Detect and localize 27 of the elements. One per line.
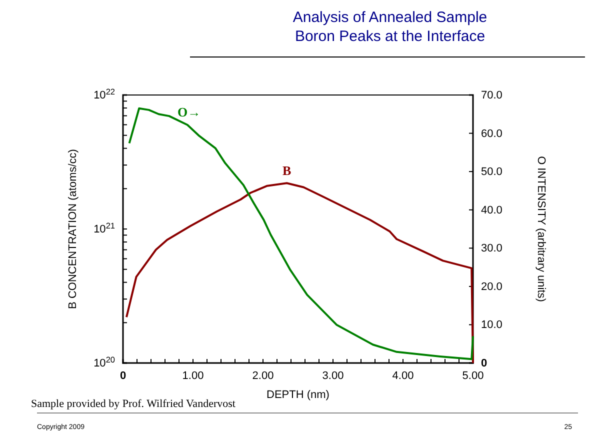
x-tick-label: 5.00 (462, 370, 484, 382)
y-tick-label: 10$^{22}$ (94, 87, 116, 102)
y2-tick-label: 60.0 (481, 128, 502, 140)
y-tick-label: 10$^{20}$ (94, 355, 116, 370)
x-tick-label: 3.00 (322, 370, 344, 382)
x-tick-label: 1.00 (182, 370, 204, 382)
y2-tick-label: 70.0 (481, 90, 502, 102)
y-axis-title: B CONCENTRATION (atoms/cc) (67, 149, 79, 309)
chart-subtitle: Boron Peaks at the Interface (294, 28, 486, 45)
y2-tick-label: 10.0 (481, 319, 502, 332)
line-series (128, 107, 474, 360)
y2-tick-label: 0 (481, 358, 488, 370)
y2-tick-label: 30.0 (481, 242, 502, 255)
x-tick-label: 2.00 (252, 370, 274, 382)
text: Sample provided by Prof. Wilfried Vandervost (31, 398, 236, 410)
series-label: O→ (178, 104, 201, 120)
chart-title: Analysis of Annealed Sample (292, 9, 488, 26)
x-axis-title: DEPTH (nm) (266, 389, 330, 401)
series-label: B (282, 163, 292, 178)
y2-axis-title: O INTENSITY (arbitrary units) (535, 156, 547, 302)
line-series (126, 182, 474, 364)
x-tick-label: 0 (120, 370, 126, 382)
y2-tick-label: 20.0 (481, 280, 502, 293)
y-tick-label: 10$^{21}$ (94, 221, 116, 236)
y2-tick-label: 40.0 (481, 204, 502, 216)
x-tick-label: 4.00 (392, 370, 414, 382)
y2-tick-label: 50.0 (481, 166, 502, 178)
